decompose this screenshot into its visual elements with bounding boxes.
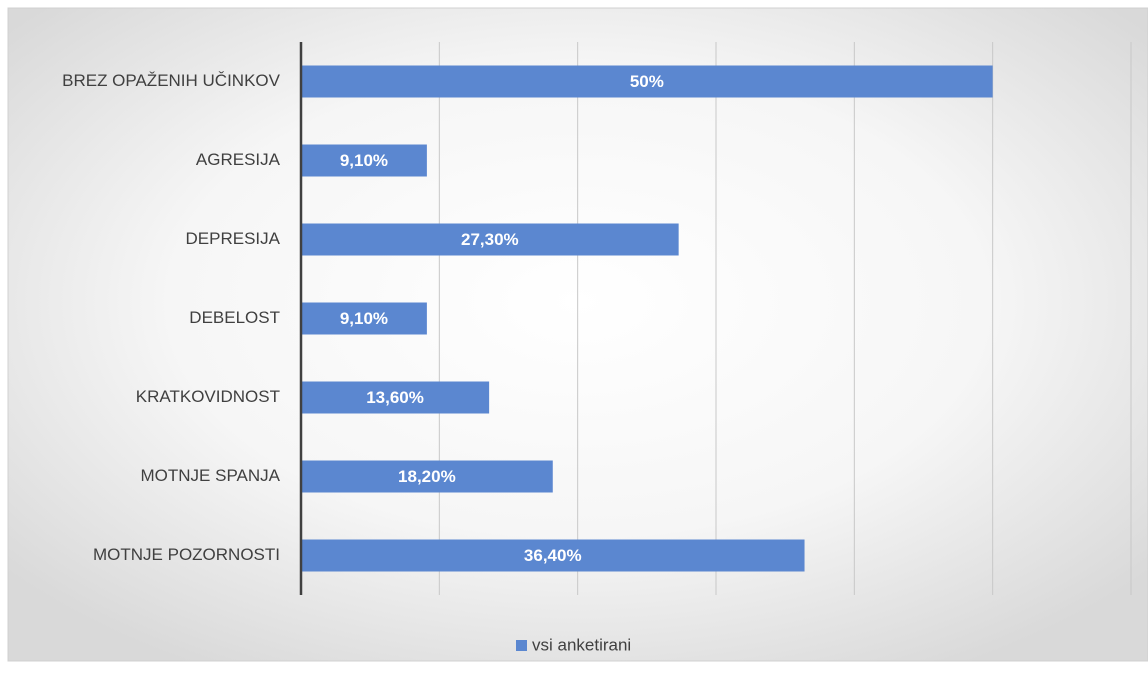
bar [301, 65, 993, 98]
legend-label: vsi anketirani [532, 635, 631, 654]
y-tick-label: MOTNJE SPANJA [141, 466, 281, 485]
bar [301, 144, 427, 177]
y-tick-label: AGRESIJA [196, 150, 281, 169]
y-tick-label: DEPRESIJA [186, 229, 281, 248]
value-label: 18,20% [398, 467, 456, 486]
y-tick-label: KRATKOVIDNOST [136, 387, 280, 406]
value-label: 27,30% [461, 230, 519, 249]
bar [301, 302, 427, 335]
bar [301, 539, 805, 572]
bar [301, 381, 490, 414]
value-label: 13,60% [366, 388, 424, 407]
legend-swatch [516, 640, 527, 651]
value-label: 9,10% [340, 309, 388, 328]
bar [301, 460, 553, 493]
bar [301, 223, 679, 256]
value-label: 9,10% [340, 151, 388, 170]
y-tick-label: BREZ OPAŽENIH UČINKOV [62, 71, 281, 90]
y-tick-label: DEBELOST [189, 308, 280, 327]
y-tick-label: MOTNJE POZORNOSTI [93, 545, 280, 564]
value-label: 50% [630, 72, 664, 91]
value-label: 36,40% [524, 546, 582, 565]
